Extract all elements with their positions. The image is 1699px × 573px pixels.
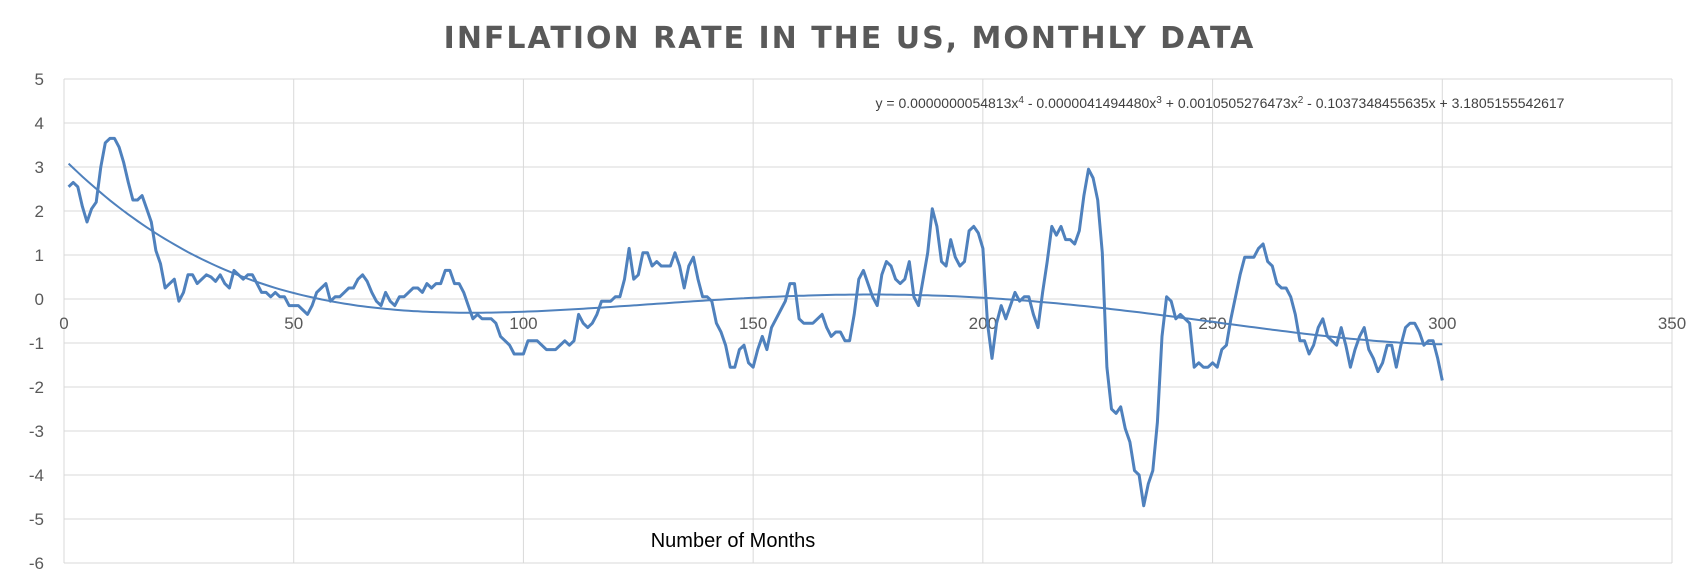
- y-tick-label: -4: [29, 466, 44, 485]
- trendline: [67, 162, 1443, 346]
- series-line: [67, 136, 1444, 508]
- y-tick-label: 5: [35, 70, 44, 89]
- x-tick-label: 0: [59, 314, 68, 333]
- y-tick-label: -3: [29, 422, 44, 441]
- y-tick-label: -6: [29, 554, 44, 573]
- y-axis-ticks: 5 4 3 2 1 0 -1 -2 -3 -4 -5 -6: [29, 70, 44, 573]
- y-tick-label: 4: [35, 114, 44, 133]
- x-tick-label: 350: [1658, 314, 1686, 333]
- chart-title: INFLATION RATE IN THE US, MONTHLY DATA: [444, 21, 1256, 56]
- y-tick-label: -1: [29, 334, 44, 353]
- x-axis-label: Number of Months: [651, 530, 816, 552]
- y-tick-label: 0: [35, 290, 44, 309]
- x-axis-ticks: 0 50 100 150 200 250 300 350: [59, 314, 1686, 333]
- y-tick-label: -5: [29, 510, 44, 529]
- y-tick-label: -2: [29, 378, 44, 397]
- x-tick-label: 200: [969, 314, 997, 333]
- x-tick-label: 150: [739, 314, 767, 333]
- y-tick-label: 2: [35, 202, 44, 221]
- trendline-equation: y = 0.0000000054813x4 - 0.0000041494480x…: [876, 95, 1565, 112]
- y-tick-label: 1: [35, 246, 44, 265]
- x-tick-label: 250: [1198, 314, 1226, 333]
- y-tick-label: 3: [35, 158, 44, 177]
- x-tick-label: 50: [284, 314, 303, 333]
- x-tick-label: 300: [1428, 314, 1456, 333]
- x-tick-label: 100: [509, 314, 537, 333]
